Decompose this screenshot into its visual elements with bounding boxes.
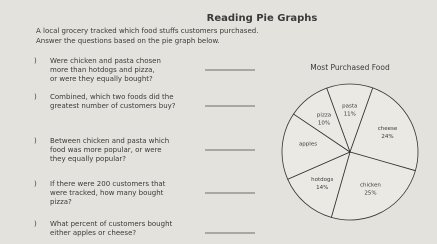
pie-slice [293, 87, 351, 154]
question-line: What percent of customers bought [50, 220, 173, 228]
slice-value: 25% [364, 190, 376, 196]
question-line: Were chicken and pasta chosen [50, 57, 161, 65]
instruction: Answer the questions based on the pie gr… [36, 37, 220, 45]
question-line: or were they equally bought? [50, 75, 153, 83]
slice-label: hotdogs [311, 177, 333, 183]
question-line: either apples or cheese? [50, 229, 136, 237]
slice-label: apples [299, 142, 317, 148]
question-number: ) [34, 57, 37, 65]
question-line: food was more popular, or were [50, 146, 162, 154]
question-number: ) [34, 220, 37, 228]
question-line: more than hotdogs and pizza, [50, 66, 155, 74]
question-line: Between chicken and pasta which [50, 137, 169, 145]
slice-value: 10% [318, 120, 330, 126]
question-number: ) [34, 180, 37, 188]
question-number: ) [34, 137, 37, 145]
slice-label: chicken [360, 182, 381, 188]
chart-title: Most Purchased Food [310, 63, 390, 72]
question-line: pizza? [50, 198, 72, 206]
slice-label: cheese [378, 126, 398, 132]
instruction: A local grocery tracked which food stuff… [36, 27, 258, 35]
slice-value: 14% [316, 185, 328, 191]
pie-slice [287, 151, 351, 218]
question-line: If there were 200 customers that [50, 180, 166, 188]
question-line: were tracked, how many bought [50, 189, 164, 197]
slice-value: 24% [381, 134, 393, 140]
question-line: Combined, which two foods did the [50, 93, 174, 101]
question-number: ) [34, 93, 37, 101]
slice-label: pasta [342, 103, 357, 109]
question-line: greatest number of customers buy? [50, 102, 176, 110]
title: Reading Pie Graphs [207, 13, 318, 24]
pie-slice [349, 87, 419, 172]
slice-value: 11% [344, 111, 356, 117]
pie-slice [330, 151, 416, 221]
question-line: they equally popular? [50, 155, 126, 163]
pie-slice [281, 113, 351, 180]
slice-label: pizza [317, 112, 331, 118]
